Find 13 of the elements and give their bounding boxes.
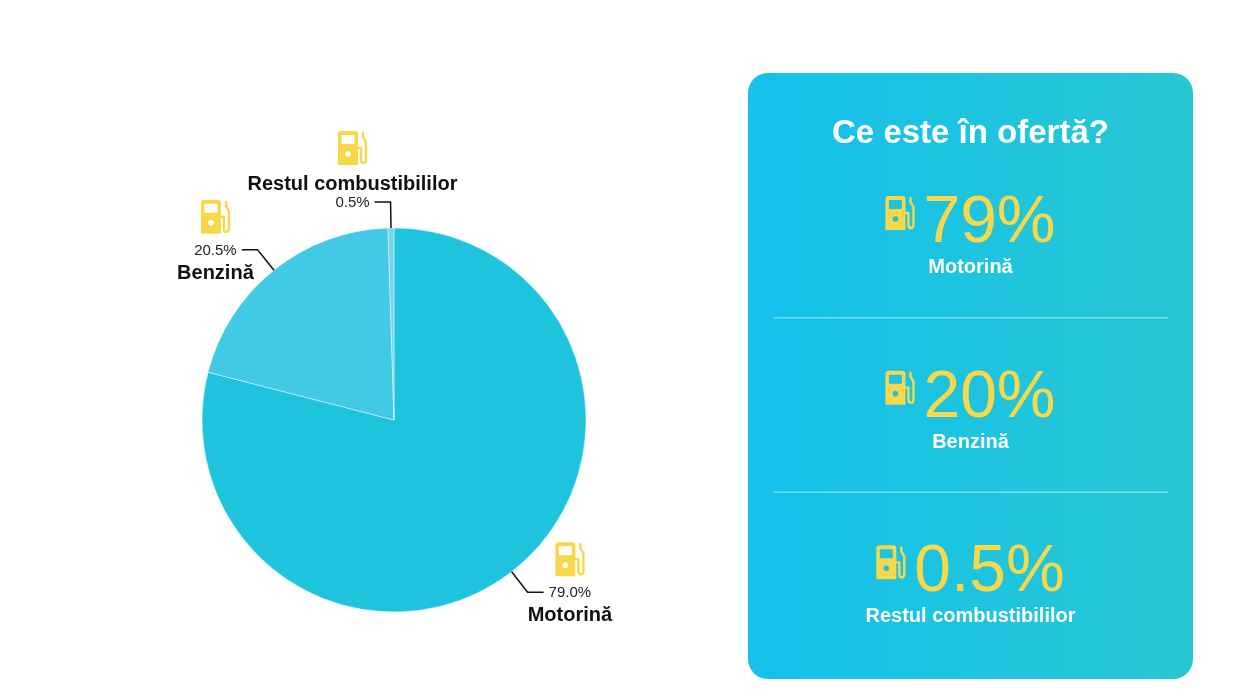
data-label: 20.5% [194,240,237,258]
text: Benzină [932,429,1010,452]
data-label: 0.5% [335,193,370,211]
text: Motorină [928,255,1014,277]
text: 79% [923,182,1056,256]
text: 20% [923,356,1056,431]
slice-label: Restul combustibililor [247,172,458,195]
text: Restul combustibililor [865,604,1076,627]
slice-label: Benzină [177,260,255,283]
text: Ce este în ofertă? [832,113,1109,150]
slice-label: Motorină [527,603,613,626]
data-label: 79.0% [548,583,592,601]
text: 0.5% [914,531,1065,606]
